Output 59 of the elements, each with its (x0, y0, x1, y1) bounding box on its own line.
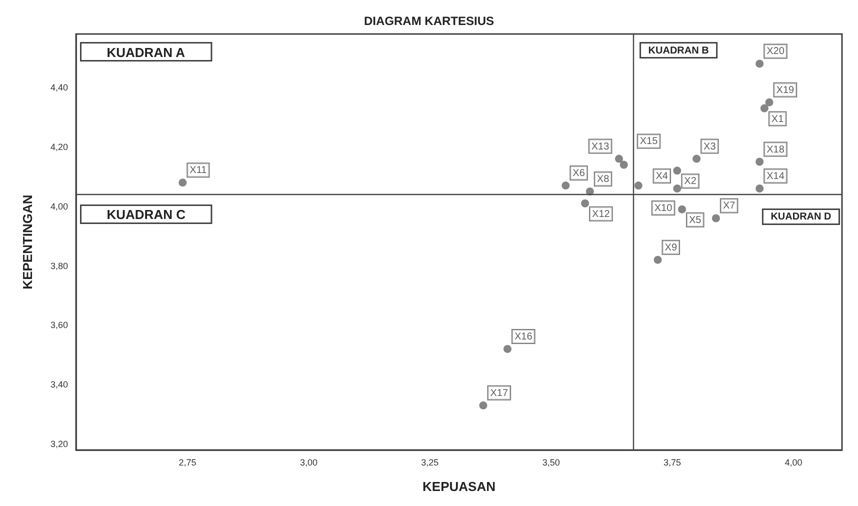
chart-title: DIAGRAM KARTESIUS (364, 14, 494, 28)
x-tick-label: 4,00 (784, 458, 802, 468)
y-tick-label: 4,00 (50, 201, 68, 212)
annotation: X5 (689, 214, 702, 226)
annotation: X7 (722, 200, 736, 212)
point (760, 104, 768, 112)
annotation: X12 (592, 208, 610, 220)
point (678, 205, 686, 214)
point (503, 344, 512, 353)
x-tick-label: 3,00 (300, 458, 318, 468)
annotation: X4 (656, 171, 668, 182)
point (634, 182, 642, 190)
annotation: X17 (490, 388, 508, 399)
y-tick-label: 3,20 (50, 439, 68, 450)
y-axis-title: KEPENTINGAN (20, 194, 35, 290)
point (562, 182, 570, 190)
point (692, 154, 701, 163)
annotation: X2 (684, 176, 697, 188)
x-tick-label: 3,25 (421, 458, 439, 468)
annotation: X14 (766, 171, 785, 182)
annotation: X1 (771, 114, 784, 125)
annotation: X15 (640, 136, 658, 148)
point (756, 184, 764, 193)
annotation: KUADRAN A (106, 44, 186, 60)
annotation: X6 (572, 168, 586, 180)
y-tick-label: 3,60 (50, 320, 68, 330)
x-tick-label: 3,75 (664, 458, 682, 468)
annotation: X19 (776, 84, 795, 96)
point (765, 98, 774, 106)
point (673, 184, 682, 193)
annotation: X3 (704, 141, 716, 152)
point (654, 256, 662, 264)
annotation: X9 (664, 242, 678, 254)
point (712, 214, 720, 222)
annotation: X18 (766, 144, 785, 156)
y-tick-label: 4,40 (50, 82, 68, 92)
annotation: KUADRAN C (106, 207, 186, 222)
point (620, 160, 628, 169)
point (581, 199, 590, 208)
annotation: X10 (654, 203, 673, 214)
point (673, 166, 682, 175)
annotation: X20 (766, 46, 785, 58)
point (479, 401, 488, 410)
x-tick-label: 2,75 (178, 458, 196, 468)
x-tick-label: 3,50 (542, 458, 560, 468)
annotation: X13 (591, 141, 610, 152)
annotation: X16 (514, 331, 533, 342)
y-tick-label: 3,40 (50, 380, 68, 390)
point (756, 60, 764, 68)
point (756, 158, 764, 166)
annotation: KUADRAN B (648, 45, 709, 56)
y-tick-label: 3,80 (50, 260, 68, 271)
annotation: X11 (190, 165, 208, 176)
point (614, 154, 623, 163)
annotation: KUADRAN D (770, 212, 832, 223)
annotation: X8 (596, 174, 610, 185)
x-axis-title: KEPUASAN (422, 479, 496, 494)
y-tick-label: 4,20 (50, 142, 68, 152)
point (178, 178, 187, 187)
